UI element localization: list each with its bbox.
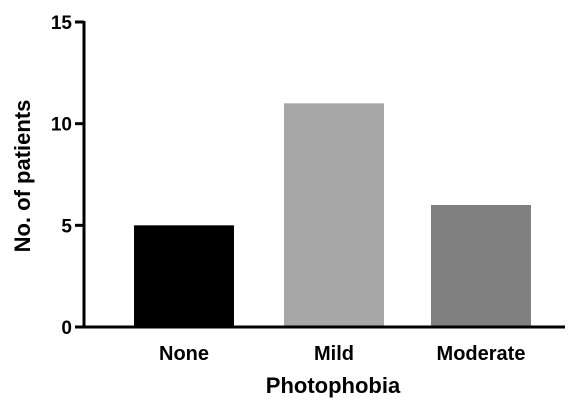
y-axis-ticks: 0 5 10 15 bbox=[51, 13, 84, 339]
bar-none bbox=[134, 225, 234, 327]
y-tick-label: 10 bbox=[51, 115, 72, 136]
bar-moderate bbox=[431, 205, 531, 327]
x-category-label-mild: Mild bbox=[314, 343, 354, 365]
y-tick-label: 15 bbox=[51, 13, 73, 34]
y-tick-label: 5 bbox=[61, 216, 72, 237]
bars-group bbox=[134, 103, 531, 327]
x-axis-category-labels: None Mild Moderate bbox=[159, 343, 525, 365]
x-axis-title: Photophobia bbox=[266, 373, 401, 398]
y-tick-label: 0 bbox=[61, 318, 72, 339]
bar-mild bbox=[284, 103, 384, 327]
x-category-label-moderate: Moderate bbox=[437, 343, 526, 365]
y-axis-title: No. of patients bbox=[10, 100, 35, 253]
x-category-label-none: None bbox=[159, 343, 209, 365]
